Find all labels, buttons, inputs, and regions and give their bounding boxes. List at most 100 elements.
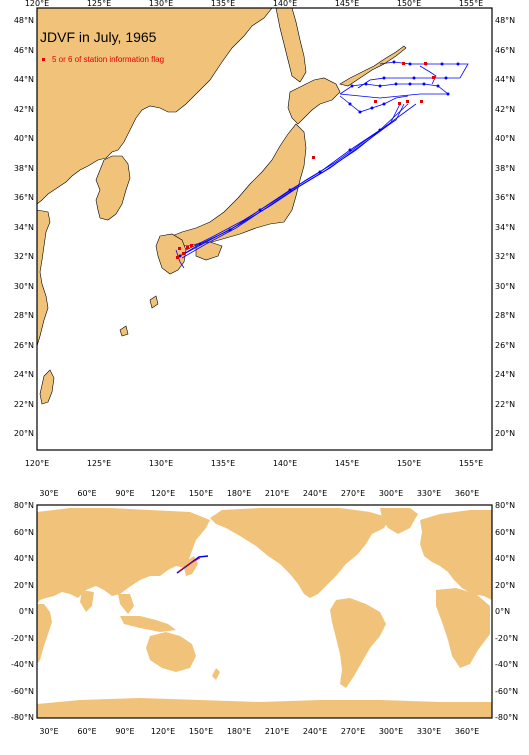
svg-text:150°E: 150°E: [189, 489, 213, 498]
svg-text:130°E: 130°E: [149, 459, 173, 468]
svg-text:120°E: 120°E: [25, 0, 49, 8]
svg-text:60°E: 60°E: [77, 727, 96, 736]
svg-text:32°N: 32°N: [495, 252, 515, 261]
asia-mainland: [36, 7, 273, 205]
kyushu-island: [155, 233, 187, 275]
svg-text:-60°N: -60°N: [495, 687, 518, 696]
world-lat-labels-right: 80°N 60°N 40°N 20°N 0°N -20°N -40°N -60°…: [495, 501, 518, 722]
legend-label: 5 or 6 of station information flag: [52, 55, 164, 64]
svg-text:-80°N: -80°N: [11, 713, 34, 722]
svg-text:270°E: 270°E: [341, 727, 365, 736]
svg-text:150°E: 150°E: [397, 0, 421, 8]
svg-text:28°N: 28°N: [14, 311, 34, 320]
svg-text:42°N: 42°N: [14, 105, 34, 114]
europe-right: [420, 510, 492, 600]
taiwan-island: [39, 369, 55, 405]
svg-text:48°N: 48°N: [14, 16, 34, 25]
svg-text:120°E: 120°E: [25, 459, 49, 468]
svg-text:40°N: 40°N: [495, 554, 515, 563]
svg-text:32°N: 32°N: [14, 252, 34, 261]
top-lat-labels-right: 20°N 22°N 24°N 26°N 28°N 30°N 32°N 34°N …: [495, 16, 515, 438]
svg-text:30°N: 30°N: [14, 282, 34, 291]
svg-text:46°N: 46°N: [495, 46, 515, 55]
svg-text:36°N: 36°N: [495, 193, 515, 202]
svg-text:0°N: 0°N: [495, 607, 510, 616]
world-lon-labels-top: 30°E 60°E 90°E 120°E 150°E 180°E 210°E 2…: [39, 489, 479, 498]
world-map: 30°E 60°E 90°E 120°E 150°E 180°E 210°E 2…: [11, 489, 518, 736]
legend-marker: [42, 58, 45, 61]
svg-text:34°N: 34°N: [495, 223, 515, 232]
svg-text:155°E: 155°E: [459, 459, 483, 468]
map-title: JDVF in July, 1965: [40, 29, 157, 45]
africa-right: [436, 588, 490, 668]
svg-text:90°E: 90°E: [115, 489, 134, 498]
svg-text:330°E: 330°E: [417, 727, 441, 736]
sakhalin-island: [275, 7, 307, 83]
world-track: [176, 555, 209, 574]
china-coast: [36, 209, 51, 347]
korea-peninsula: [95, 155, 131, 221]
svg-text:80°N: 80°N: [495, 501, 515, 510]
svg-text:24°N: 24°N: [14, 370, 34, 379]
world-lon-labels-bottom: 30°E 60°E 90°E 120°E 150°E 180°E 210°E 2…: [39, 727, 479, 736]
svg-text:120°E: 120°E: [151, 489, 175, 498]
svg-text:60°E: 60°E: [77, 489, 96, 498]
flag-points: [176, 62, 435, 259]
south-asia: [80, 590, 134, 614]
svg-text:140°E: 140°E: [273, 0, 297, 8]
svg-text:120°E: 120°E: [151, 727, 175, 736]
svg-text:-40°N: -40°N: [495, 660, 518, 669]
svg-text:240°E: 240°E: [303, 727, 327, 736]
svg-text:-40°N: -40°N: [11, 660, 34, 669]
svg-text:130°E: 130°E: [149, 0, 173, 8]
hokkaido-island: [287, 77, 341, 125]
svg-text:150°E: 150°E: [397, 459, 421, 468]
svg-text:30°E: 30°E: [39, 489, 58, 498]
indonesia: [120, 616, 176, 632]
svg-text:135°E: 135°E: [211, 0, 235, 8]
top-lon-labels-bottom: 120°E 125°E 130°E 135°E 140°E 145°E 150°…: [25, 459, 483, 468]
svg-text:20°N: 20°N: [495, 581, 515, 590]
svg-text:48°N: 48°N: [495, 16, 515, 25]
svg-text:180°E: 180°E: [227, 727, 251, 736]
svg-text:-60°N: -60°N: [11, 687, 34, 696]
svg-text:26°N: 26°N: [495, 341, 515, 350]
svg-text:20°N: 20°N: [14, 581, 34, 590]
svg-text:135°E: 135°E: [211, 459, 235, 468]
svg-text:125°E: 125°E: [87, 0, 111, 8]
svg-text:40°N: 40°N: [14, 554, 34, 563]
svg-text:240°E: 240°E: [303, 489, 327, 498]
svg-text:22°N: 22°N: [14, 400, 34, 409]
svg-text:-20°N: -20°N: [495, 634, 518, 643]
svg-text:42°N: 42°N: [495, 105, 515, 114]
svg-text:-80°N: -80°N: [495, 713, 518, 722]
svg-text:38°N: 38°N: [14, 164, 34, 173]
greenland: [380, 508, 418, 534]
svg-text:360°E: 360°E: [455, 489, 479, 498]
svg-text:140°E: 140°E: [273, 459, 297, 468]
top-lat-labels-left: 20°N 22°N 24°N 26°N 28°N 30°N 32°N 34°N …: [14, 16, 34, 438]
svg-text:180°E: 180°E: [227, 489, 251, 498]
svg-text:210°E: 210°E: [265, 727, 289, 736]
north-america: [210, 508, 390, 598]
svg-text:28°N: 28°N: [495, 311, 515, 320]
svg-text:270°E: 270°E: [341, 489, 365, 498]
svg-text:360°E: 360°E: [455, 727, 479, 736]
svg-text:36°N: 36°N: [14, 193, 34, 202]
svg-text:60°N: 60°N: [14, 528, 34, 537]
svg-text:145°E: 145°E: [335, 459, 359, 468]
svg-text:26°N: 26°N: [14, 341, 34, 350]
svg-text:30°E: 30°E: [39, 727, 58, 736]
svg-text:80°N: 80°N: [14, 501, 34, 510]
svg-text:40°N: 40°N: [14, 134, 34, 143]
world-lat-labels-left: 80°N 60°N 40°N 20°N 0°N -20°N -40°N -60°…: [11, 501, 34, 722]
svg-text:46°N: 46°N: [14, 46, 34, 55]
regional-map: JDVF in July, 1965 5 or 6 of station inf…: [14, 0, 515, 468]
svg-text:38°N: 38°N: [495, 164, 515, 173]
kuril-islands: [339, 45, 407, 87]
eurasia-landmass: [37, 508, 210, 604]
svg-text:150°E: 150°E: [189, 727, 213, 736]
svg-text:125°E: 125°E: [87, 459, 111, 468]
svg-text:0°N: 0°N: [19, 607, 34, 616]
